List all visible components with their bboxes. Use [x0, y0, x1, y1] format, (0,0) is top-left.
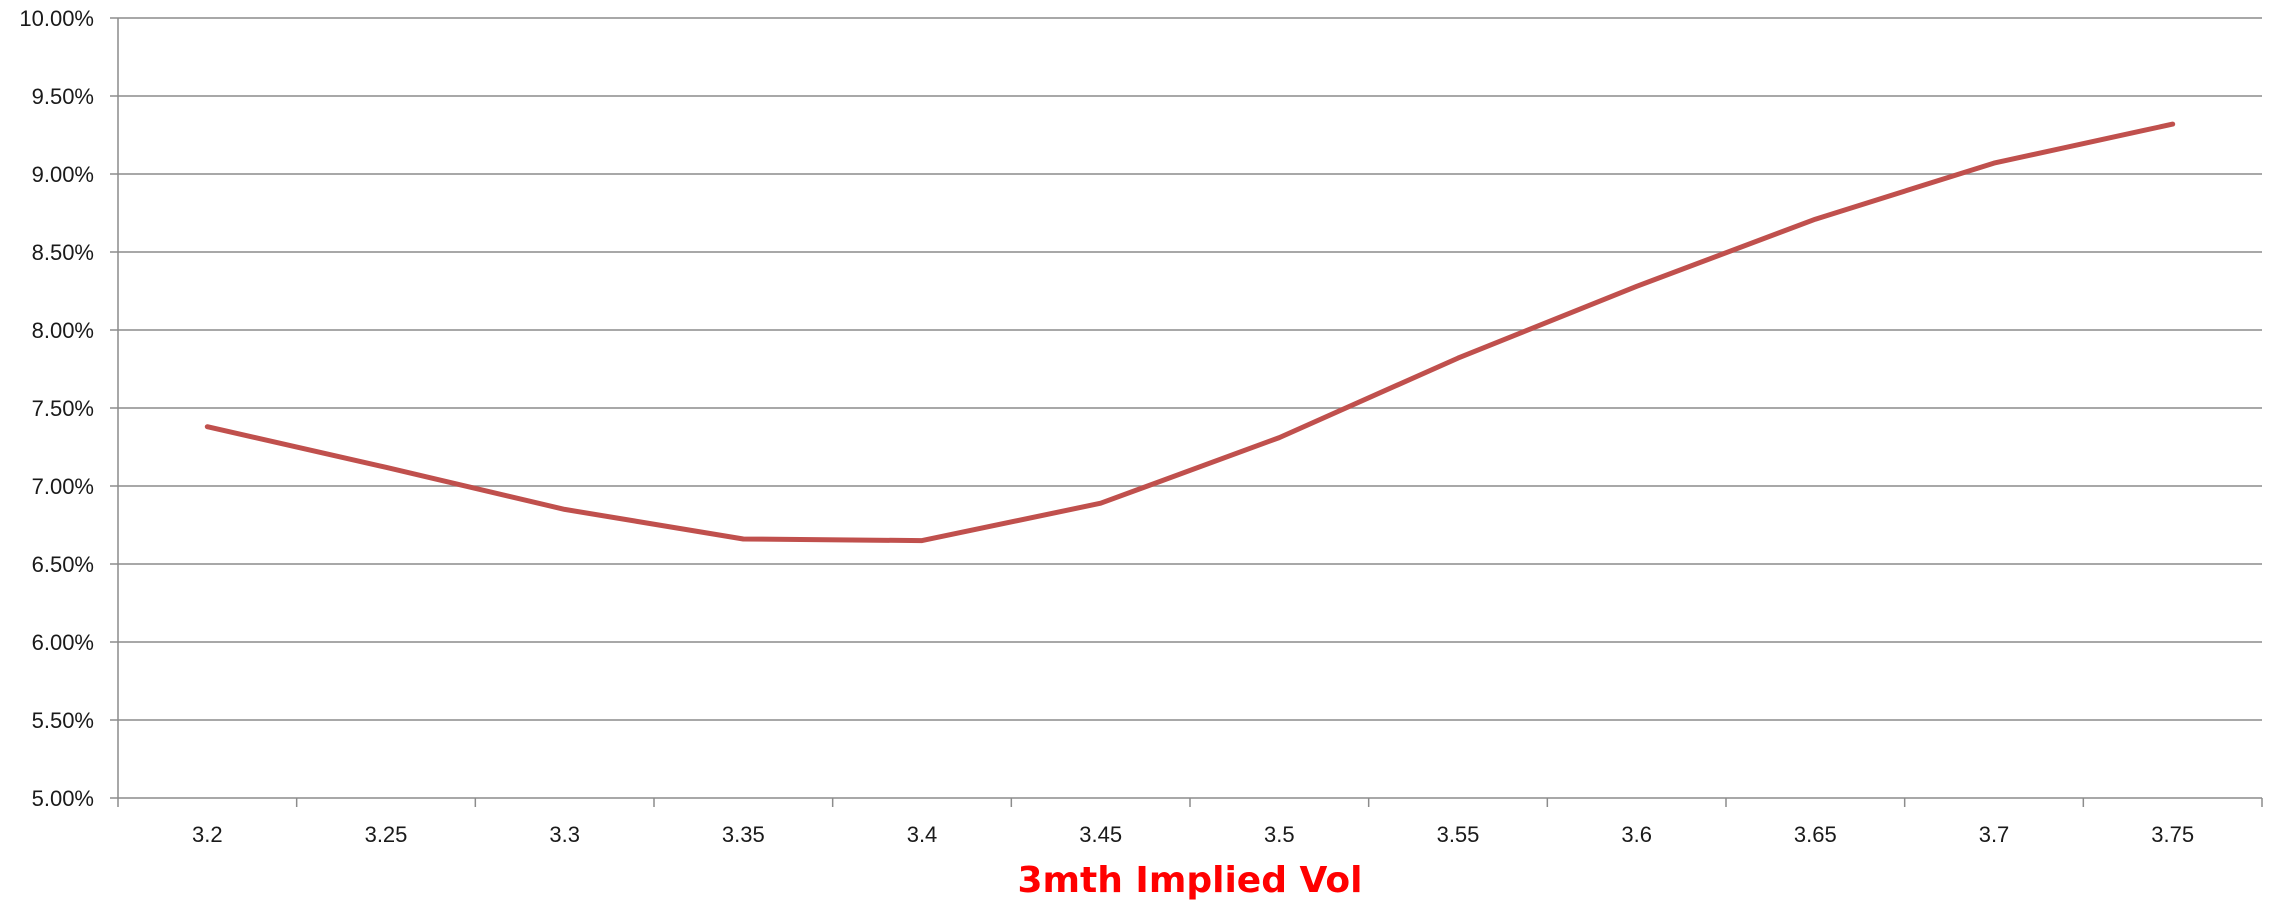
x-tick-label: 3.4 [907, 822, 938, 847]
axes [110, 17, 2263, 807]
y-tick-label: 8.50% [32, 240, 94, 265]
x-axis-title: 3mth Implied Vol [1018, 860, 1363, 901]
y-tick-label: 7.50% [32, 396, 94, 421]
gridlines [118, 17, 2262, 721]
y-tick-label: 6.50% [32, 552, 94, 577]
y-tick-label: 5.00% [32, 786, 94, 811]
y-tick-label: 6.00% [32, 630, 94, 655]
series-line [204, 121, 2176, 544]
y-tick-labels: 5.00% 5.50% 6.00% 6.50% 7.00% 7.50% 8.00% 8.50%… [19, 6, 94, 811]
x-tick-label: 3.7 [1979, 822, 2010, 847]
x-tick-label: 3.45 [1079, 822, 1122, 847]
x-tick-labels: 3.2 3.25 3.3 3.35 3.4 3.45 3.5 3.55 3.6 3.65 3.7 3.… [192, 822, 2194, 847]
x-tick-label: 3.55 [1437, 822, 1480, 847]
x-tick-label: 3.5 [1264, 822, 1295, 847]
x-tick-label: 3.2 [192, 822, 223, 847]
x-tick-label: 3.65 [1794, 822, 1837, 847]
y-tick-label: 9.00% [32, 162, 94, 187]
x-tick-label: 3.75 [2151, 822, 2194, 847]
y-tick-label: 8.00% [32, 318, 94, 343]
series [204, 121, 2176, 544]
x-tick-label: 3.3 [549, 822, 580, 847]
y-tick-label: 5.50% [32, 708, 94, 733]
y-tick-label: 7.00% [32, 474, 94, 499]
y-tick-label: 10.00% [19, 6, 94, 31]
x-tick-label: 3.25 [365, 822, 408, 847]
y-tick-label: 9.50% [32, 84, 94, 109]
x-tick-label: 3.35 [722, 822, 765, 847]
x-tick-label: 3.6 [1621, 822, 1652, 847]
